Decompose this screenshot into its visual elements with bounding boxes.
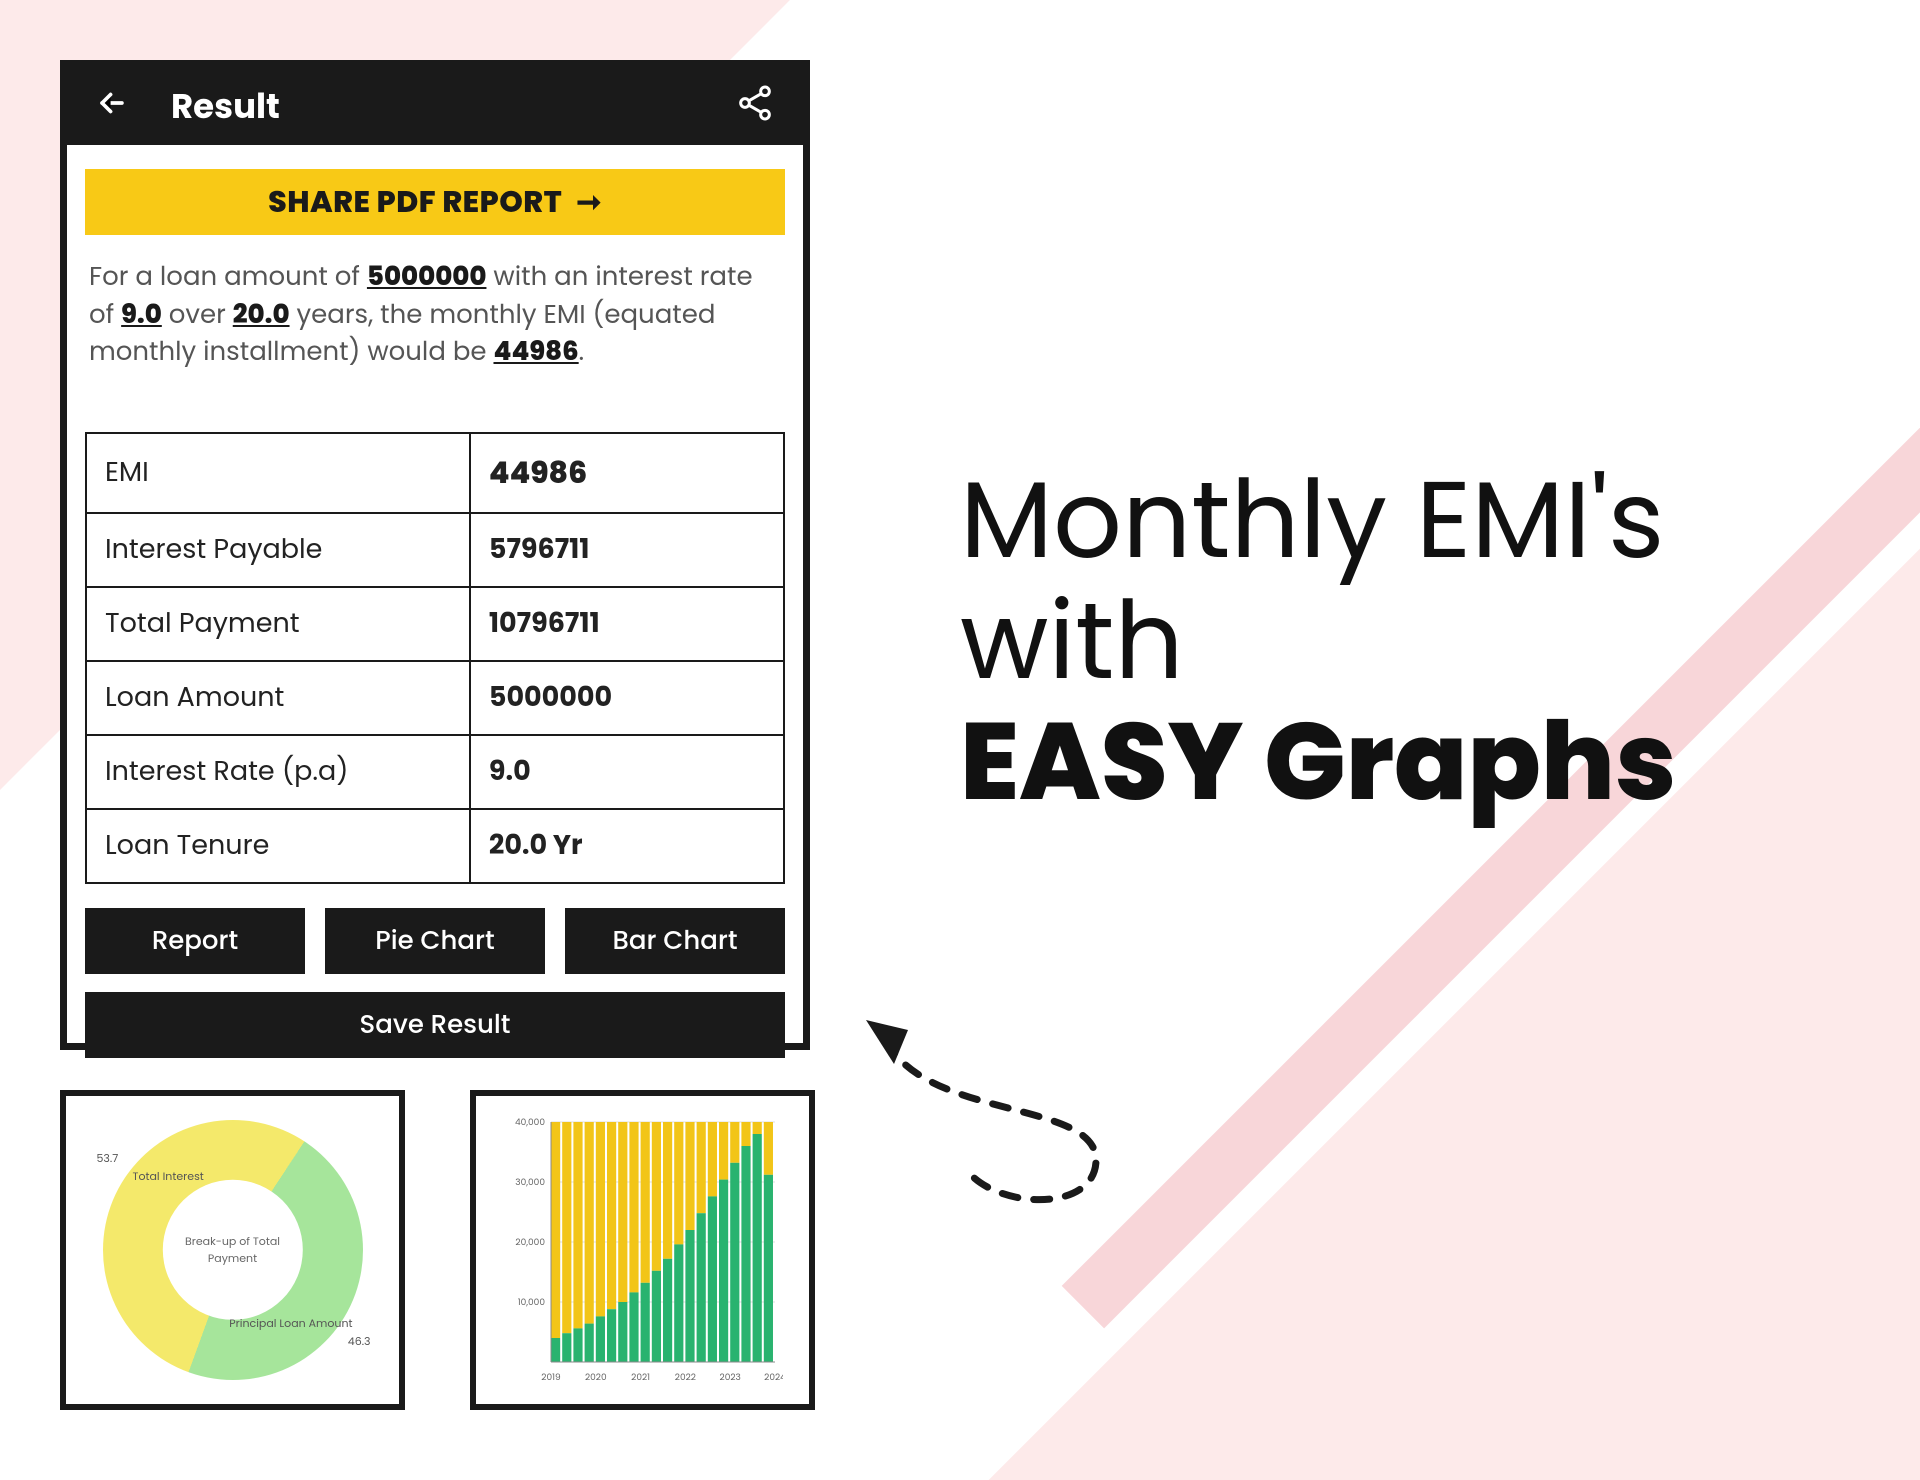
share-pdf-banner[interactable]: SHARE PDF REPORT ➞	[85, 169, 785, 235]
svg-text:10,000: 10,000	[517, 1297, 545, 1309]
pie-chart-thumbnail[interactable]: Break-up of Total Payment 53.7 Total Int…	[60, 1090, 405, 1410]
svg-text:2022: 2022	[674, 1372, 695, 1384]
table-row: EMI44986	[86, 433, 784, 513]
share-pdf-label: SHARE PDF REPORT	[268, 179, 562, 225]
page-title: Result	[171, 81, 693, 132]
app-bar: Result	[67, 67, 803, 145]
svg-text:2019: 2019	[541, 1372, 561, 1384]
table-label: Interest Rate (p.a)	[86, 735, 470, 809]
table-row: Loan Tenure20.0 Yr	[86, 809, 784, 883]
svg-text:2020: 2020	[584, 1372, 606, 1384]
table-label: EMI	[86, 433, 470, 513]
table-row: Interest Payable5796711	[86, 513, 784, 587]
bar-chart-thumbnail[interactable]: 10,000 20,000 30,000 40,000 2019 2020 2021 2022…	[470, 1090, 815, 1410]
report-button[interactable]: Report	[85, 908, 305, 974]
table-label: Loan Tenure	[86, 809, 470, 883]
table-value: 10796711	[470, 587, 784, 661]
stacked-bar-chart: 10,000 20,000 30,000 40,000 2019 2020 2021 2022…	[503, 1110, 783, 1390]
svg-text:2024: 2024	[764, 1372, 783, 1384]
marketing-copy: Monthly EMI's with EASY Graphs	[960, 460, 1920, 823]
loan-summary-text: For a loan amount of 5000000 with an int…	[89, 259, 781, 372]
donut-chart: Break-up of Total Payment 53.7 Total Int…	[103, 1120, 363, 1380]
table-label: Total Payment	[86, 587, 470, 661]
pie-chart-button[interactable]: Pie Chart	[325, 908, 545, 974]
table-value: 44986	[470, 433, 784, 513]
svg-text:20,000: 20,000	[515, 1237, 545, 1249]
svg-text:40,000: 40,000	[514, 1117, 544, 1129]
table-label: Loan Amount	[86, 661, 470, 735]
table-value: 20.0 Yr	[470, 809, 784, 883]
save-result-button[interactable]: Save Result	[85, 992, 785, 1058]
table-label: Interest Payable	[86, 513, 470, 587]
table-row: Loan Amount5000000	[86, 661, 784, 735]
svg-text:2023: 2023	[719, 1372, 740, 1384]
table-row: Total Payment10796711	[86, 587, 784, 661]
curved-arrow-icon	[836, 1000, 1156, 1220]
phone-mock: Result SHARE PDF REPORT ➞ For a loan amo…	[60, 60, 810, 1050]
emi-table: EMI44986Interest Payable5796711Total Pay…	[85, 432, 785, 884]
table-value: 9.0	[470, 735, 784, 809]
back-arrow-icon[interactable]	[95, 86, 129, 127]
arrow-right-icon: ➞	[576, 179, 602, 225]
bar-chart-button[interactable]: Bar Chart	[565, 908, 785, 974]
table-row: Interest Rate (p.a)9.0	[86, 735, 784, 809]
table-value: 5000000	[470, 661, 784, 735]
donut-center-label: Break-up of Total Payment	[162, 1180, 302, 1320]
svg-text:2021: 2021	[631, 1372, 650, 1384]
share-icon[interactable]	[735, 83, 775, 130]
table-value: 5796711	[470, 513, 784, 587]
svg-text:30,000: 30,000	[515, 1177, 545, 1189]
